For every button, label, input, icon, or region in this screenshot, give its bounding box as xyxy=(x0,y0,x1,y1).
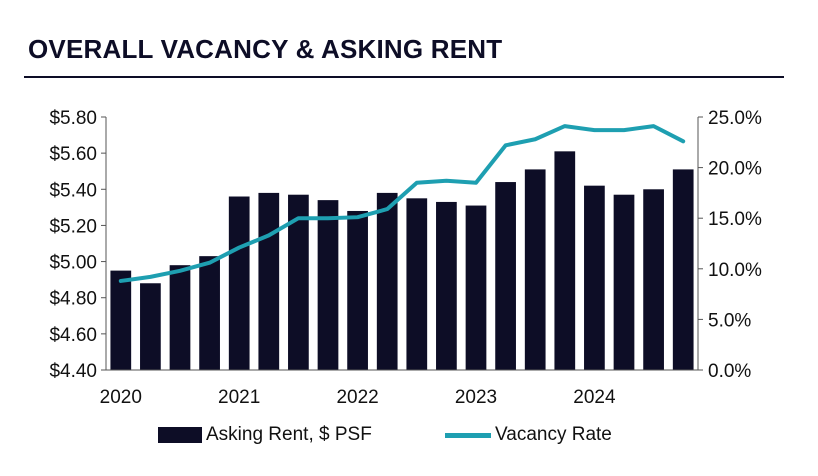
combo-chart: $4.40 $4.60 $4.80 $5.00 $5.20 $5.40 $5.60 $5.80… xyxy=(49,108,762,408)
x-tick-label: 2021 xyxy=(218,387,260,408)
bar-asking-rent xyxy=(317,200,339,370)
bar-asking-rent xyxy=(643,189,664,370)
left-tick-label: $5.00 xyxy=(49,253,97,274)
left-tick-label: $5.40 xyxy=(49,180,97,201)
bar-asking-rent xyxy=(347,210,368,370)
bar-asking-rent xyxy=(228,196,250,370)
legend-swatch-line xyxy=(445,432,491,438)
bar-asking-rent xyxy=(672,169,694,370)
bar-asking-rent xyxy=(584,185,605,370)
bar-asking-rent xyxy=(436,201,457,370)
legend-label-vacancy-rate: Vacancy Rate xyxy=(495,424,612,445)
right-tick-label: 10.0% xyxy=(708,260,762,281)
bar-asking-rent xyxy=(199,256,220,370)
left-tick-label: $4.80 xyxy=(49,289,97,310)
x-tick-label: 2023 xyxy=(455,387,497,408)
left-tick-label: $5.60 xyxy=(49,144,97,165)
legend-item-vacancy-rate: Vacancy Rate xyxy=(445,424,612,446)
legend-label-asking-rent: Asking Rent, $ PSF xyxy=(206,424,372,445)
axes xyxy=(105,117,699,371)
x-tick-label: 2020 xyxy=(100,387,142,408)
bar-asking-rent xyxy=(406,198,428,370)
bar-asking-rent xyxy=(495,182,516,370)
chart-title: OVERALL VACANCY & ASKING RENT xyxy=(28,34,503,64)
bar-asking-rent xyxy=(465,205,487,370)
bar-asking-rent xyxy=(524,169,546,370)
bar-asking-rent xyxy=(169,265,191,370)
bar-asking-rent xyxy=(613,194,635,370)
title-rule xyxy=(24,76,784,78)
bar-asking-rent xyxy=(258,192,280,370)
left-tick-label: $4.40 xyxy=(49,361,97,382)
x-tick-label: 2022 xyxy=(336,387,378,408)
bar-asking-rent xyxy=(140,283,161,370)
left-tick-label: $5.20 xyxy=(49,216,97,237)
vacancy-rate-line xyxy=(118,124,686,283)
legend-swatch-bar xyxy=(158,427,202,443)
line-series-vacancy-rate xyxy=(118,124,686,283)
x-tick-label: 2024 xyxy=(573,387,616,408)
bar-asking-rent xyxy=(554,151,576,370)
bar-asking-rent xyxy=(288,194,309,370)
left-axis-ticks: $4.40 $4.60 $4.80 $5.00 $5.20 $5.40 $5.60 $5.80 xyxy=(49,108,106,382)
legend-item-asking-rent: Asking Rent, $ PSF xyxy=(158,424,372,446)
x-axis-ticks: 2020 2021 2022 2023 2024 xyxy=(100,387,616,408)
right-tick-label: 25.0% xyxy=(708,108,762,129)
right-tick-label: 5.0% xyxy=(708,310,751,331)
bar-asking-rent xyxy=(376,192,398,370)
left-tick-label: $4.60 xyxy=(49,325,97,346)
legend: Asking Rent, $ PSF Vacancy Rate xyxy=(0,424,818,448)
left-tick-label: $5.80 xyxy=(49,108,97,129)
bar-series-asking-rent xyxy=(110,151,694,370)
right-tick-label: 20.0% xyxy=(708,159,762,180)
right-tick-label: 0.0% xyxy=(708,361,751,382)
right-axis-ticks: 0.0% 5.0% 10.0% 15.0% 20.0% 25.0% xyxy=(698,108,762,382)
right-tick-label: 15.0% xyxy=(708,209,762,230)
bar-asking-rent xyxy=(110,270,132,370)
